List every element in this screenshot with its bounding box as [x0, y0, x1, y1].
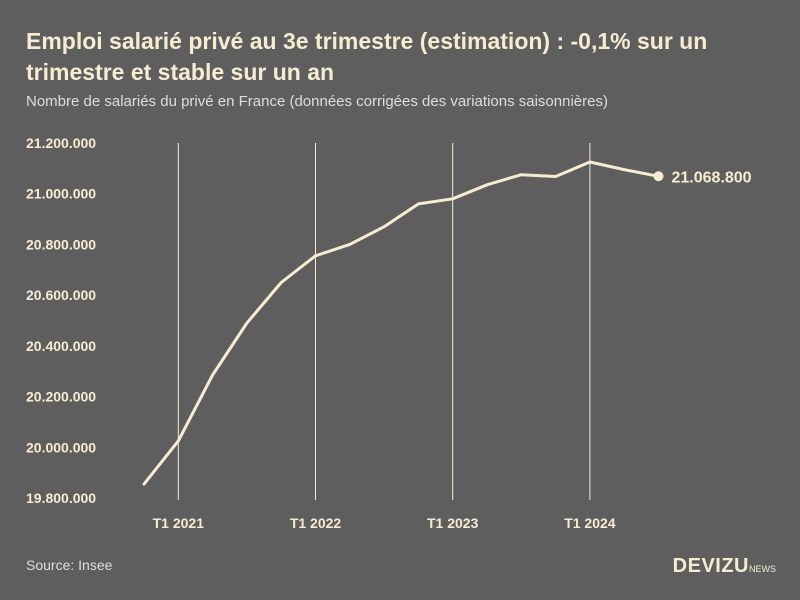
chart-subtitle: Nombre de salariés du privé en France (d…	[26, 93, 608, 110]
y-tick-label: 21.200.000	[26, 135, 96, 151]
x-tick-label: T1 2022	[290, 515, 342, 531]
y-tick-label: 20.200.000	[26, 389, 96, 405]
end-point-marker	[653, 171, 664, 182]
x-tick-label: T1 2021	[153, 515, 205, 531]
source-note: Source: Insee	[26, 557, 113, 573]
logo-sub-text: NEWS	[749, 564, 776, 574]
y-tick-label: 20.800.000	[26, 236, 96, 252]
x-tick-label: T1 2023	[427, 515, 479, 531]
y-tick-label: 21.000.000	[26, 186, 96, 202]
logo-main-text: DEVIZU	[672, 555, 749, 577]
chart-title: Emploi salarié privé au 3e trimestre (es…	[26, 28, 708, 85]
brand-logo: DEVIZUNEWS	[673, 555, 776, 578]
y-tick-label: 20.000.000	[26, 439, 96, 455]
end-value-label: 21.068.800	[672, 169, 752, 186]
y-tick-label: 20.400.000	[26, 338, 96, 354]
x-tick-label: T1 2024	[564, 515, 616, 531]
y-tick-label: 19.800.000	[26, 490, 96, 506]
y-tick-label: 20.600.000	[26, 287, 96, 303]
series-line	[142, 160, 660, 486]
